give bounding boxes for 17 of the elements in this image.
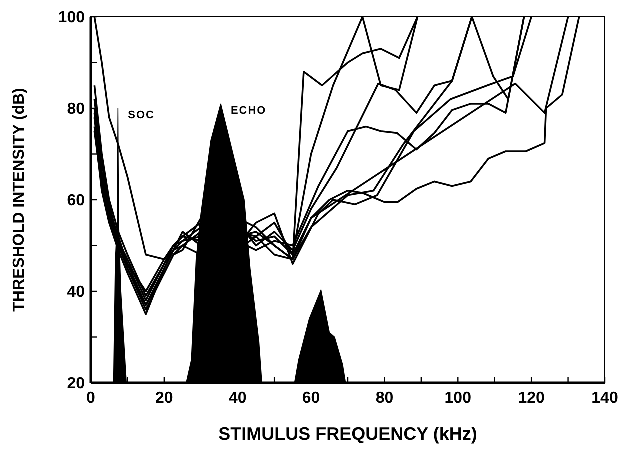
x-tick-label: 0 [86, 390, 96, 407]
x-tick-label: 140 [592, 390, 618, 407]
y-tick-label: 100 [58, 10, 86, 27]
y-axis-title: THRESHOLD INTENSITY (dB) [11, 88, 28, 312]
series-label: ECHO [230, 104, 267, 117]
x-axis-title: STIMULUS FREQUENCY (kHz) [218, 424, 478, 444]
series-label: SOC [128, 110, 156, 122]
x-tick-label: 20 [156, 390, 174, 407]
x-tick-label: 100 [444, 390, 472, 407]
y-tick-label: 60 [67, 192, 86, 210]
y-tick-label: 80 [67, 101, 86, 118]
x-tick-label: 40 [228, 390, 247, 407]
x-tick-label: 80 [376, 390, 394, 407]
x-tick-label: 60 [302, 390, 320, 407]
y-tick-label: 40 [67, 284, 86, 302]
x-tick-label: 120 [518, 390, 546, 407]
y-tick-label: 20 [67, 376, 86, 393]
